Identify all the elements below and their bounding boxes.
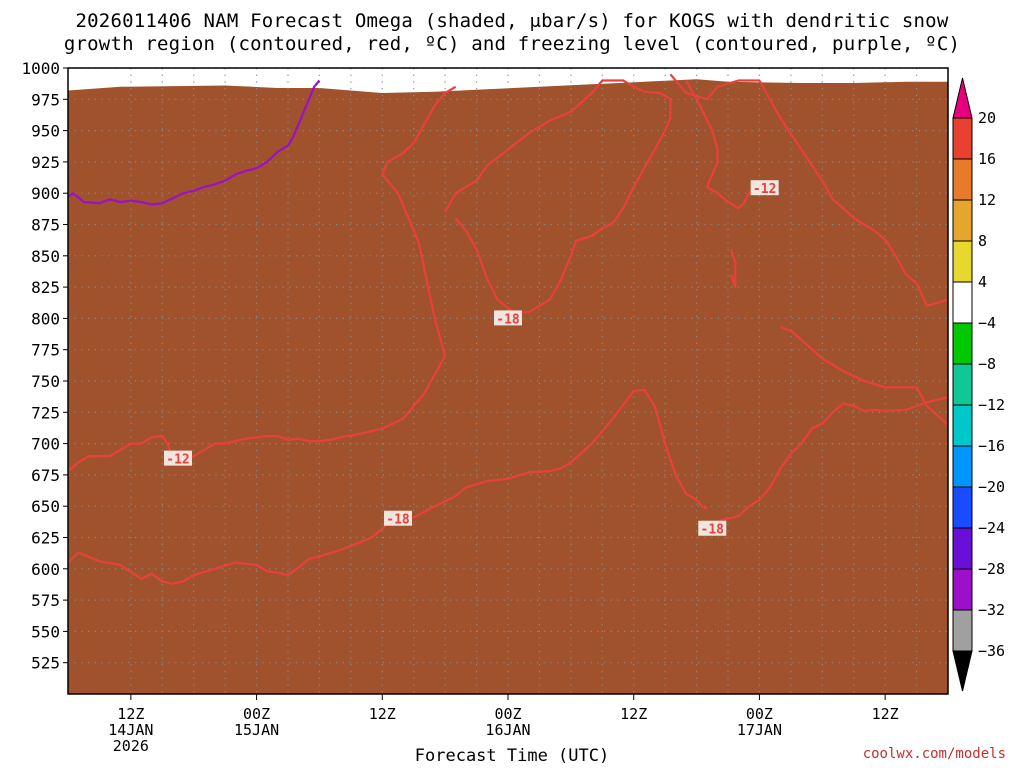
colorbar-label: −20 xyxy=(978,478,1005,496)
contour-label: -12 xyxy=(753,182,776,197)
colorbar-bottom-arrow xyxy=(952,650,973,692)
x-axis-label: Forecast Time (UTC) xyxy=(414,746,610,766)
x-tick-label: 16JAN xyxy=(485,721,530,739)
colorbar-label: 16 xyxy=(978,150,996,168)
y-tick-label: 675 xyxy=(31,466,60,485)
colorbar-label: 8 xyxy=(978,232,987,250)
x-tick-label: 2026 xyxy=(113,737,149,755)
dgz-contour-2 xyxy=(444,79,672,314)
y-tick-label: 525 xyxy=(31,654,60,673)
x-tick-label: 12Z xyxy=(369,705,396,723)
x-tick-label: 15JAN xyxy=(234,721,279,739)
dgz-contour-4 xyxy=(68,85,457,472)
x-tick-label: 00Z xyxy=(494,705,521,723)
y-tick-label: 625 xyxy=(31,529,60,548)
colorbar-label: −16 xyxy=(978,437,1005,455)
colorbar-label: −12 xyxy=(978,396,1005,414)
x-tick-label: 00Z xyxy=(243,705,270,723)
colorbar-swatch xyxy=(952,158,973,201)
colorbar-swatch xyxy=(952,117,973,160)
y-tick-label: 725 xyxy=(31,403,60,422)
chart-title-line2: growth region (contoured, red, ºC) and f… xyxy=(63,33,961,55)
x-tick-label: 12Z xyxy=(872,705,899,723)
y-tick-label: 700 xyxy=(31,435,60,454)
y-tick-label: 750 xyxy=(31,372,60,391)
y-tick-label: 600 xyxy=(31,560,60,579)
colorbar-label: 4 xyxy=(978,273,987,291)
contour-label-bg xyxy=(750,180,779,196)
colorbar-label: −24 xyxy=(978,519,1005,537)
colorbar-swatch xyxy=(952,199,973,242)
x-tick-label: 14JAN xyxy=(108,721,153,739)
colorbar-label: 12 xyxy=(978,191,996,209)
contour-label-layer: -18 -18 -18 -12 -12 xyxy=(164,180,779,538)
y-tick-label: 775 xyxy=(31,341,60,360)
y-tick-label: 1000 xyxy=(21,59,60,78)
contour-label: -18 xyxy=(386,513,410,528)
y-tick-label: 575 xyxy=(31,591,60,610)
terrain-layer xyxy=(68,79,948,694)
contour-label: -12 xyxy=(166,453,189,468)
dgz-contour-7 xyxy=(730,249,737,289)
y-axis: 525 550 575 600 625 650 675 700 725 750 775 800 825 8… xyxy=(21,59,68,673)
x-tick-label: 00Z xyxy=(746,705,773,723)
colorbar-swatch xyxy=(952,404,973,447)
contour-label-bg xyxy=(698,520,727,536)
dgz-contour-0 xyxy=(68,388,708,585)
colorbar-swatch xyxy=(952,240,973,283)
y-tick-label: 950 xyxy=(31,122,60,141)
colorbar-swatch xyxy=(952,568,973,611)
dgz-contour-1 xyxy=(717,396,948,523)
chart-title-line1: 2026011406 NAM Forecast Omega (shaded, μ… xyxy=(75,10,949,32)
dgz-contour-6 xyxy=(685,79,756,210)
dgz-contour-3 xyxy=(780,326,948,426)
y-tick-label: 550 xyxy=(31,622,60,641)
site-credit: coolwx.com/models xyxy=(862,746,1006,762)
colorbar-swatch xyxy=(952,486,973,529)
colorbar-label: −32 xyxy=(978,601,1005,619)
colorbar: 20 16 12 8 4 −4 −8 −12 −16 −20 −24 −28 −32 −36 xyxy=(952,77,1005,692)
colorbar-label: 20 xyxy=(978,109,996,127)
freezing-level-line xyxy=(68,79,321,206)
colorbar-label: −28 xyxy=(978,560,1005,578)
y-tick-label: 825 xyxy=(31,278,60,297)
x-tick-label: 17JAN xyxy=(737,721,782,739)
colorbar-label: −36 xyxy=(978,642,1005,660)
terrain-fill xyxy=(68,79,948,694)
x-tick-label: 12Z xyxy=(620,705,647,723)
contour-layer xyxy=(68,73,948,585)
colorbar-swatch xyxy=(952,322,973,365)
colorbar-swatch xyxy=(952,363,973,406)
y-tick-label: 900 xyxy=(31,184,60,203)
x-tick-label: 12Z xyxy=(117,705,144,723)
contour-label-bg xyxy=(164,450,192,466)
colorbar-label: −4 xyxy=(978,314,996,332)
y-tick-label: 975 xyxy=(31,90,60,109)
y-tick-label: 800 xyxy=(31,309,60,328)
y-tick-label: 925 xyxy=(31,153,60,172)
y-tick-label: 850 xyxy=(31,247,60,266)
colorbar-swatch xyxy=(952,527,973,570)
y-tick-label: 650 xyxy=(31,497,60,516)
y-tick-label: 875 xyxy=(31,216,60,235)
colorbar-swatch xyxy=(952,281,973,324)
colorbar-label: −8 xyxy=(978,355,996,373)
contour-label: -18 xyxy=(701,523,725,538)
dgz-contour-5 xyxy=(669,73,948,307)
colorbar-top-arrow xyxy=(952,77,973,119)
colorbar-swatch xyxy=(952,445,973,488)
contour-label-bg xyxy=(384,510,412,526)
contour-label-bg xyxy=(494,310,522,326)
contour-label: -18 xyxy=(496,312,520,327)
colorbar-swatch xyxy=(952,609,973,652)
